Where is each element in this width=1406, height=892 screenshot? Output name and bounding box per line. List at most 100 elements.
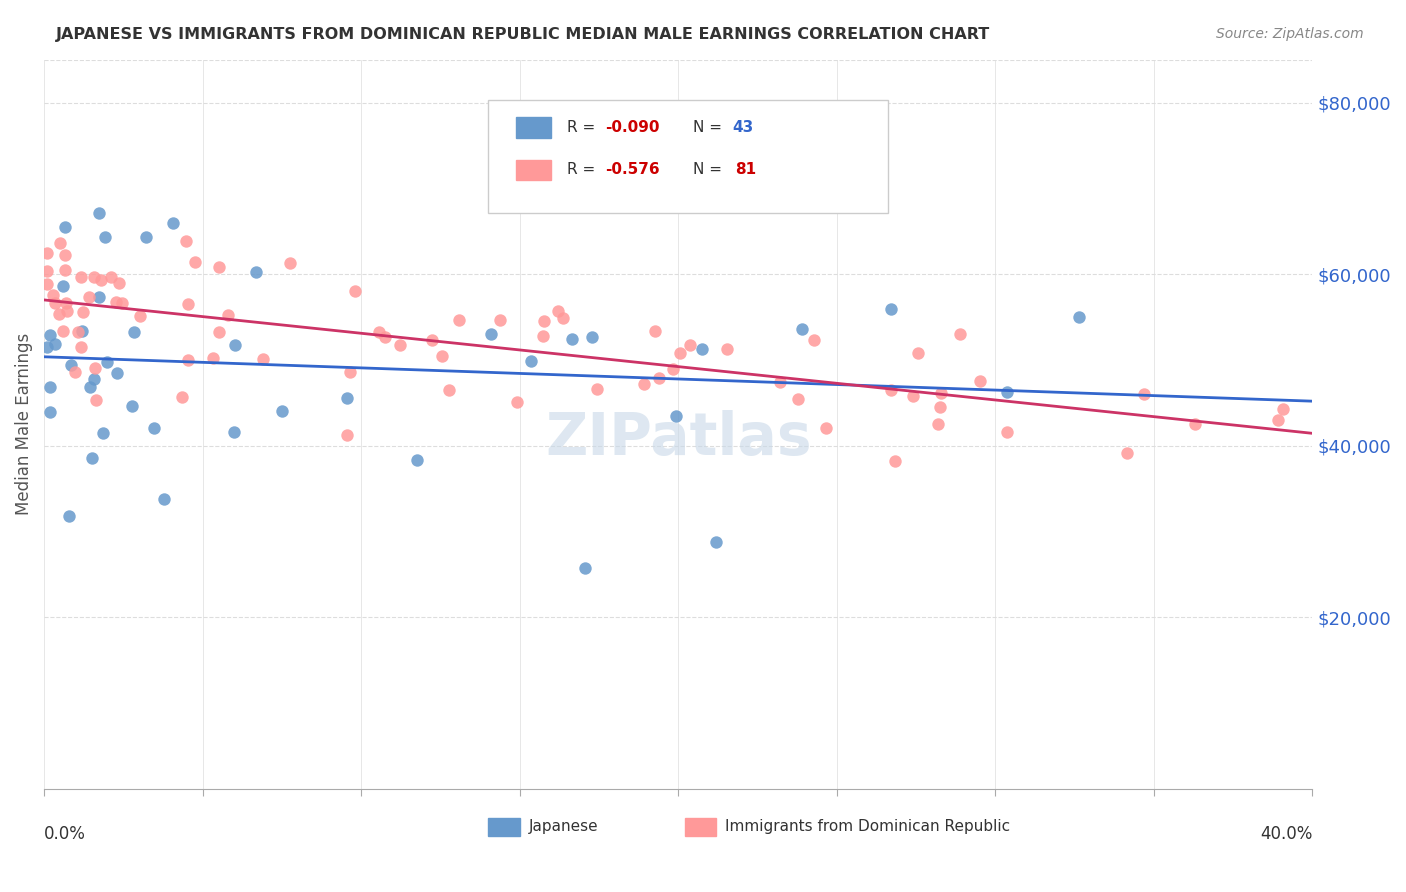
Point bbox=[880, 384, 903, 398]
Point bbox=[90, 273, 112, 287]
Point bbox=[339, 365, 361, 379]
Point bbox=[633, 377, 655, 392]
Point bbox=[37, 264, 59, 278]
Point bbox=[648, 370, 671, 384]
Point bbox=[533, 313, 555, 327]
Text: 43: 43 bbox=[733, 120, 754, 135]
Point bbox=[547, 304, 569, 318]
Point bbox=[49, 236, 72, 251]
Point bbox=[70, 339, 93, 353]
Point bbox=[84, 392, 107, 407]
Point bbox=[52, 278, 75, 293]
Point bbox=[121, 399, 143, 413]
Point bbox=[48, 307, 70, 321]
Point bbox=[661, 362, 683, 376]
Point bbox=[87, 290, 110, 304]
Point bbox=[201, 351, 224, 365]
Point bbox=[927, 417, 949, 431]
Point bbox=[44, 295, 66, 310]
Point bbox=[551, 310, 574, 325]
Point bbox=[280, 256, 302, 270]
Point bbox=[1069, 310, 1091, 325]
Point bbox=[690, 342, 713, 356]
Point bbox=[79, 380, 101, 394]
Bar bbox=[516, 160, 551, 180]
Point bbox=[449, 313, 471, 327]
Point bbox=[83, 269, 105, 284]
Point bbox=[901, 389, 924, 403]
Point bbox=[374, 329, 396, 343]
Point bbox=[969, 374, 991, 388]
Bar bbox=[488, 818, 520, 837]
Bar bbox=[685, 818, 716, 837]
Point bbox=[60, 359, 83, 373]
Point bbox=[41, 287, 63, 301]
Text: R =: R = bbox=[567, 162, 605, 178]
Point bbox=[949, 326, 972, 341]
Text: JAPANESE VS IMMIGRANTS FROM DOMINICAN REPUBLIC MEDIAN MALE EARNINGS CORRELATION : JAPANESE VS IMMIGRANTS FROM DOMINICAN RE… bbox=[56, 27, 990, 42]
Point bbox=[79, 290, 101, 304]
Point bbox=[879, 301, 901, 316]
Point bbox=[574, 561, 596, 575]
Point bbox=[70, 269, 93, 284]
Point bbox=[336, 428, 359, 442]
Point bbox=[245, 265, 267, 279]
Point bbox=[581, 330, 603, 344]
Point bbox=[929, 386, 952, 401]
Point bbox=[679, 338, 702, 352]
Point bbox=[44, 336, 66, 351]
Point bbox=[716, 342, 738, 356]
Point bbox=[100, 270, 122, 285]
Point bbox=[96, 355, 118, 369]
Point bbox=[489, 313, 512, 327]
Text: R =: R = bbox=[567, 120, 600, 135]
Point bbox=[344, 285, 367, 299]
Point bbox=[704, 535, 727, 549]
Point bbox=[531, 329, 554, 343]
Point bbox=[105, 366, 128, 380]
Point bbox=[111, 296, 134, 310]
Point bbox=[481, 326, 503, 341]
Point bbox=[929, 401, 952, 415]
Point bbox=[790, 321, 813, 335]
Point bbox=[367, 325, 389, 339]
Point bbox=[52, 324, 75, 338]
Point bbox=[644, 324, 666, 338]
Point bbox=[1267, 413, 1289, 427]
Point bbox=[336, 392, 359, 406]
Point bbox=[1184, 417, 1206, 432]
Point bbox=[56, 304, 79, 318]
Point bbox=[55, 295, 77, 310]
Point bbox=[65, 365, 87, 379]
Point bbox=[420, 333, 443, 347]
Point bbox=[80, 450, 103, 465]
Point bbox=[91, 426, 114, 441]
Point bbox=[786, 392, 808, 407]
Point bbox=[669, 346, 692, 360]
Point bbox=[506, 394, 529, 409]
Point bbox=[769, 375, 792, 389]
Point bbox=[53, 219, 76, 234]
Point bbox=[1272, 402, 1295, 417]
Text: 0.0%: 0.0% bbox=[44, 825, 86, 844]
Point bbox=[38, 328, 60, 343]
Point bbox=[177, 353, 200, 368]
Point bbox=[108, 276, 131, 290]
Text: N =: N = bbox=[693, 120, 727, 135]
Text: N =: N = bbox=[693, 162, 733, 178]
Point bbox=[70, 324, 93, 338]
Point bbox=[177, 296, 200, 310]
Point bbox=[208, 325, 231, 339]
Text: Immigrants from Dominican Republic: Immigrants from Dominican Republic bbox=[725, 820, 1011, 834]
Bar bbox=[516, 117, 551, 137]
Point bbox=[388, 338, 411, 352]
Point bbox=[104, 295, 127, 310]
Point bbox=[162, 216, 184, 230]
Point bbox=[995, 385, 1018, 400]
Y-axis label: Median Male Earnings: Median Male Earnings bbox=[15, 334, 32, 516]
Point bbox=[1133, 386, 1156, 401]
Point bbox=[224, 338, 246, 352]
Point bbox=[89, 206, 111, 220]
Point bbox=[37, 277, 59, 292]
Point bbox=[143, 421, 166, 435]
